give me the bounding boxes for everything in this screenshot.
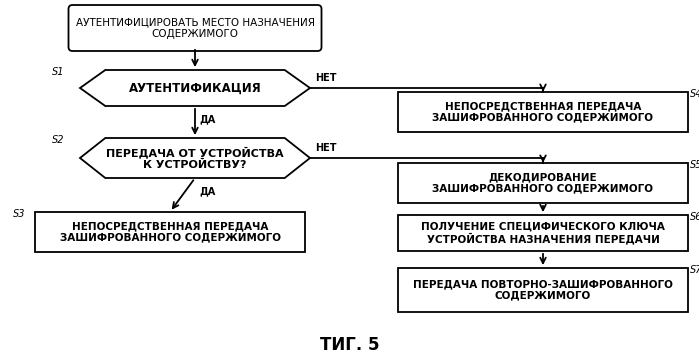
Text: ΤИГ. 5: ΤИГ. 5 [320, 336, 380, 354]
Text: ДА: ДА [199, 186, 215, 196]
Bar [398, 268, 688, 312]
Polygon shape [80, 70, 310, 106]
Text: ПЕРЕДАЧА ПОВТОРНО-ЗАШИФРОВАННОГО
СОДЕРЖИМОГО: ПЕРЕДАЧА ПОВТОРНО-ЗАШИФРОВАННОГО СОДЕРЖИ… [413, 279, 673, 301]
Text: ДЕКОДИРОВАНИЕ
ЗАШИФРОВАННОГО СОДЕРЖИМОГО: ДЕКОДИРОВАНИЕ ЗАШИФРОВАННОГО СОДЕРЖИМОГО [433, 172, 654, 194]
Bar [398, 163, 688, 203]
Text: НЕТ: НЕТ [315, 143, 336, 153]
Text: ПОЛУЧЕНИЕ СПЕЦИФИЧЕСКОГО КЛЮЧА
УСТРОЙСТВА НАЗНАЧЕНИЯ ПЕРЕДАЧИ: ПОЛУЧЕНИЕ СПЕЦИФИЧЕСКОГО КЛЮЧА УСТРОЙСТВ… [421, 221, 665, 245]
Text: S7: S7 [690, 265, 699, 275]
Text: ПЕРЕДАЧА ОТ УСТРОЙСТВА
К УСТРОЙСТВУ?: ПЕРЕДАЧА ОТ УСТРОЙСТВА К УСТРОЙСТВУ? [106, 146, 284, 170]
Text: НЕПОСРЕДСТВЕННАЯ ПЕРЕДАЧА
ЗАШИФРОВАННОГО СОДЕРЖИМОГО: НЕПОСРЕДСТВЕННАЯ ПЕРЕДАЧА ЗАШИФРОВАННОГО… [59, 221, 280, 243]
Bar [35, 212, 305, 252]
Text: ДА: ДА [199, 114, 215, 124]
Bar [398, 215, 688, 251]
Text: S2: S2 [52, 135, 64, 145]
Text: АУТЕНТИФИЦИРОВАТЬ МЕСТО НАЗНАЧЕНИЯ
СОДЕРЖИМОГО: АУТЕНТИФИЦИРОВАТЬ МЕСТО НАЗНАЧЕНИЯ СОДЕР… [75, 17, 315, 39]
FancyBboxPatch shape [69, 5, 322, 51]
Bar [398, 92, 688, 132]
Text: S5: S5 [690, 160, 699, 170]
Text: АУТЕНТИФИКАЦИЯ: АУТЕНТИФИКАЦИЯ [129, 82, 261, 95]
Text: S6: S6 [690, 212, 699, 222]
Text: S3: S3 [13, 209, 25, 219]
Text: НЕТ: НЕТ [315, 73, 336, 83]
Polygon shape [80, 138, 310, 178]
Text: S4: S4 [690, 89, 699, 99]
Text: S1: S1 [52, 67, 64, 77]
Text: НЕПОСРЕДСТВЕННАЯ ПЕРЕДАЧА
ЗАШИФРОВАННОГО СОДЕРЖИМОГО: НЕПОСРЕДСТВЕННАЯ ПЕРЕДАЧА ЗАШИФРОВАННОГО… [433, 101, 654, 123]
